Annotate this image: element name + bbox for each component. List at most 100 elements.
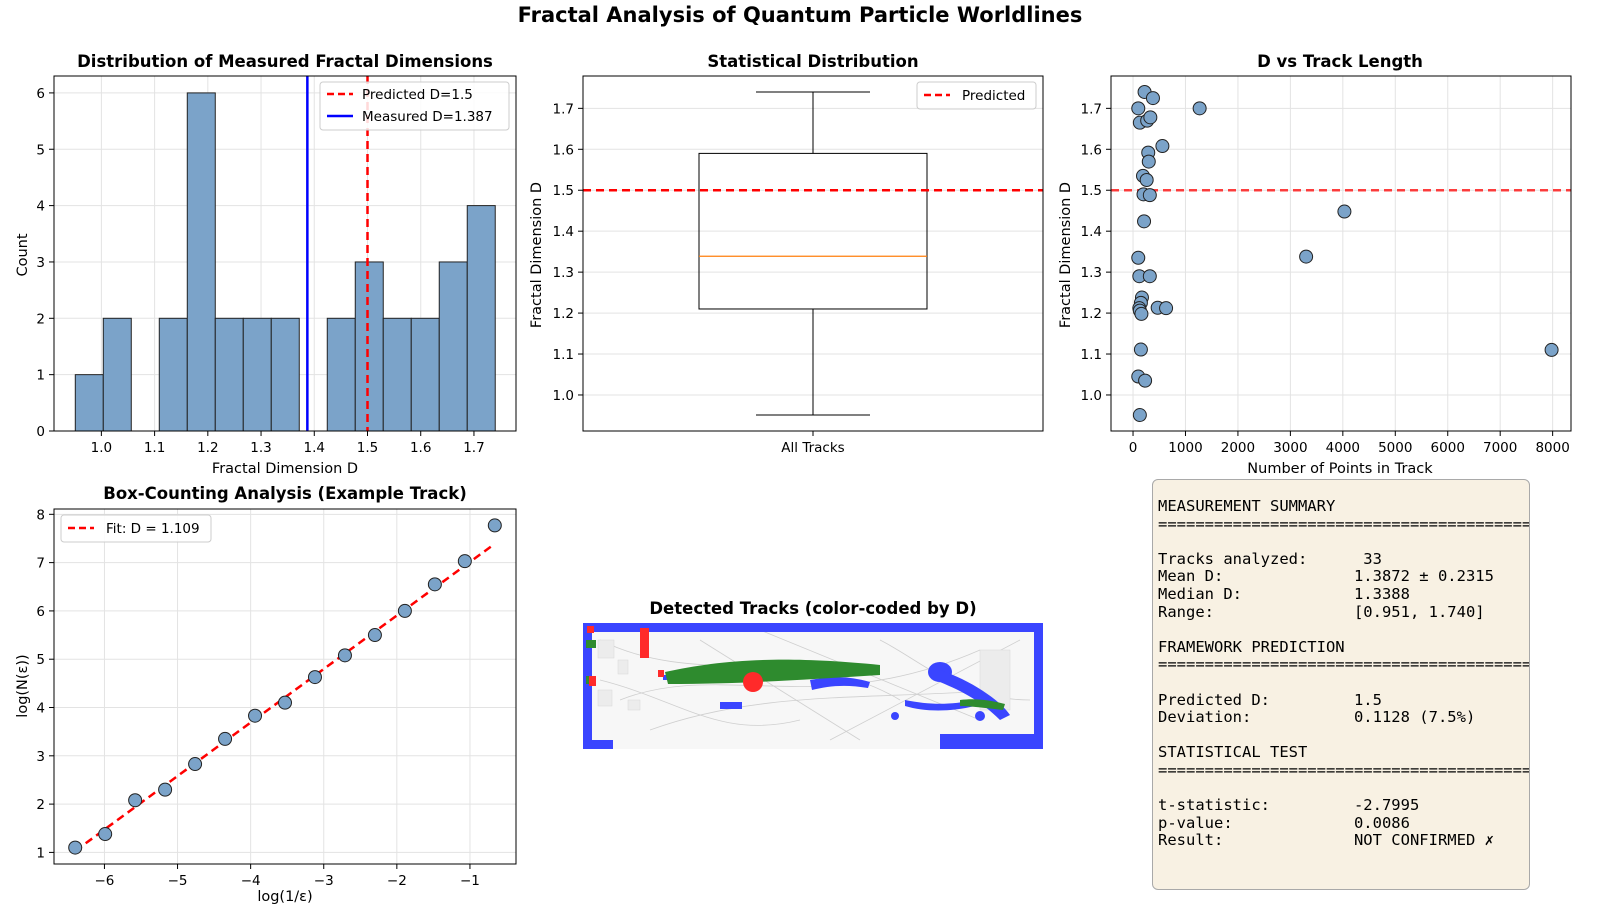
boxcount-ytick-label: 2 [36, 797, 45, 813]
summary-line: Range: [0.951, 1.740] [1158, 602, 1485, 621]
scatter-length-ytick-label: 1.0 [1081, 388, 1102, 404]
histogram-ytick-label: 1 [36, 368, 45, 384]
scatter-length-ytick-label: 1.1 [1081, 347, 1102, 363]
boxplot-ytick-label: 1.3 [553, 265, 574, 281]
scatter-length-point [1132, 408, 1147, 423]
histogram-xtick-label: 1.2 [197, 440, 218, 456]
histogram-xtick-label: 1.0 [91, 440, 112, 456]
histogram-ylabel: Count [15, 233, 31, 276]
boxcount-point [278, 695, 292, 710]
histogram-bar [466, 205, 496, 432]
boxcount-point [98, 827, 113, 842]
boxcount-ytick-label: 8 [36, 507, 45, 523]
boxcount-point [218, 731, 233, 746]
scatter-length-point [1141, 154, 1156, 169]
scatter-length-point [1137, 214, 1152, 229]
scatter-length-xtick-label: 7000 [1483, 440, 1517, 456]
boxcount-xlabel: log(1/ε) [257, 889, 312, 905]
boxcount-point [487, 518, 502, 533]
boxcount-point [397, 603, 412, 618]
boxcount-xtick-label: −4 [241, 873, 261, 889]
summary-line [1158, 533, 1529, 551]
summary-line: t-statistic: -2.7995 [1158, 796, 1420, 815]
summary-line: FRAMEWORK PREDICTION [1158, 637, 1345, 656]
histogram-xtick-label: 1.7 [463, 440, 484, 456]
boxplot-legend: Predicted [916, 81, 1037, 110]
tracks-image [583, 623, 1043, 749]
boxcount-point [68, 840, 83, 855]
summary-line: Predicted D: 1.5 [1158, 690, 1382, 709]
boxcount-point [158, 782, 173, 797]
measurement-summary-box: MEASUREMENT SUMMARY =====================… [1152, 479, 1530, 890]
scatter-length-ytick-label: 1.4 [1081, 224, 1102, 240]
scatter-length-xtick-label: 6000 [1431, 440, 1465, 456]
boxcount-point [248, 708, 263, 723]
histogram-ytick-label: 4 [36, 199, 45, 215]
boxcount-legend: Fit: D = 1.109 [60, 514, 212, 543]
scatter-length-ylabel: Fractal Dimension D [1058, 182, 1074, 328]
scatter-length-xtick-label: 1000 [1168, 440, 1202, 456]
summary-line [1158, 727, 1529, 745]
boxcount-legend-box [60, 514, 212, 543]
boxplot-ytick-label: 1.0 [553, 388, 574, 404]
boxplot-ylabel: Fractal Dimension D [529, 182, 545, 328]
summary-line: Tracks analyzed: 33 [1158, 549, 1382, 568]
summary-line: ======================================== [1158, 514, 1530, 533]
scatter-length-panel: D vs Track Length Number of Points in Tr… [1058, 52, 1572, 477]
scatter-length-xtick-label: 5000 [1378, 440, 1412, 456]
scatter-length-point [1143, 110, 1158, 125]
scatter-length-point [1134, 306, 1149, 321]
legend-measured-label: Measured D=1.387 [362, 109, 493, 125]
boxcount-xtick-label: −1 [460, 873, 480, 889]
legend-predicted-label: Predicted D=1.5 [362, 87, 473, 103]
boxcount-xtick-label: −5 [168, 873, 188, 889]
boxplot-ytick-label: 1.2 [553, 306, 574, 322]
scatter-length-point [1544, 342, 1559, 357]
histogram-legend: Predicted D=1.5 Measured D=1.387 [319, 81, 510, 131]
boxcount-point [188, 757, 203, 772]
scatter-length-point [1131, 101, 1146, 116]
boxplot-ytick-label: 1.7 [553, 101, 574, 117]
summary-line [1158, 780, 1529, 798]
histogram-bar [186, 92, 216, 432]
summary-line: Mean D: 1.3872 ± 0.2315 [1158, 567, 1494, 586]
boxplot-box [698, 152, 928, 310]
scatter-length-point [1142, 188, 1157, 203]
histogram-xtick-label: 1.1 [144, 440, 165, 456]
scatter-length-point [1138, 373, 1153, 388]
boxcount-point [128, 793, 143, 808]
boxcount-panel: Box-Counting Analysis (Example Track) lo… [15, 484, 517, 905]
boxcount-ytick-label: 6 [36, 604, 45, 620]
histogram-bar [242, 317, 272, 432]
scatter-length-point [1192, 101, 1207, 116]
histogram-bar [102, 317, 132, 432]
boxcount-ytick-label: 1 [36, 845, 45, 861]
tracks-panel: Detected Tracks (color-coded by D) [583, 599, 1043, 749]
boxcount-point [457, 554, 472, 569]
boxcount-point [367, 628, 382, 643]
summary-line: Result: NOT CONFIRMED ✗ [1158, 831, 1494, 850]
scatter-length-xtick-label: 2000 [1221, 440, 1255, 456]
summary-line: STATISTICAL TEST [1158, 743, 1308, 762]
boxcount-plot-frame [53, 508, 517, 865]
boxplot-plot-frame [582, 75, 1044, 432]
boxcount-point [337, 648, 352, 663]
scatter-length-xlabel: Number of Points in Track [1247, 461, 1433, 477]
scatter-length-ytick-label: 1.2 [1081, 306, 1102, 322]
boxplot-ytick-label: 1.6 [553, 142, 574, 158]
boxplot-ytick-label: 1.4 [553, 224, 574, 240]
scatter-length-xtick-label: 4000 [1326, 440, 1360, 456]
histogram-xlabel: Fractal Dimension D [212, 461, 358, 477]
boxplot-category-label: All Tracks [781, 440, 844, 456]
summary-line [1158, 621, 1529, 639]
boxcount-point [307, 670, 322, 685]
scatter-length-point [1159, 301, 1174, 316]
histogram-bar [74, 374, 104, 432]
histogram-bar [382, 317, 412, 432]
scatter-length-point [1133, 342, 1148, 357]
histogram-ytick-label: 0 [36, 424, 45, 440]
scatter-length-title: D vs Track Length [1257, 52, 1423, 71]
boxplot-ytick-label: 1.5 [553, 183, 574, 199]
histogram-bar [410, 317, 440, 432]
